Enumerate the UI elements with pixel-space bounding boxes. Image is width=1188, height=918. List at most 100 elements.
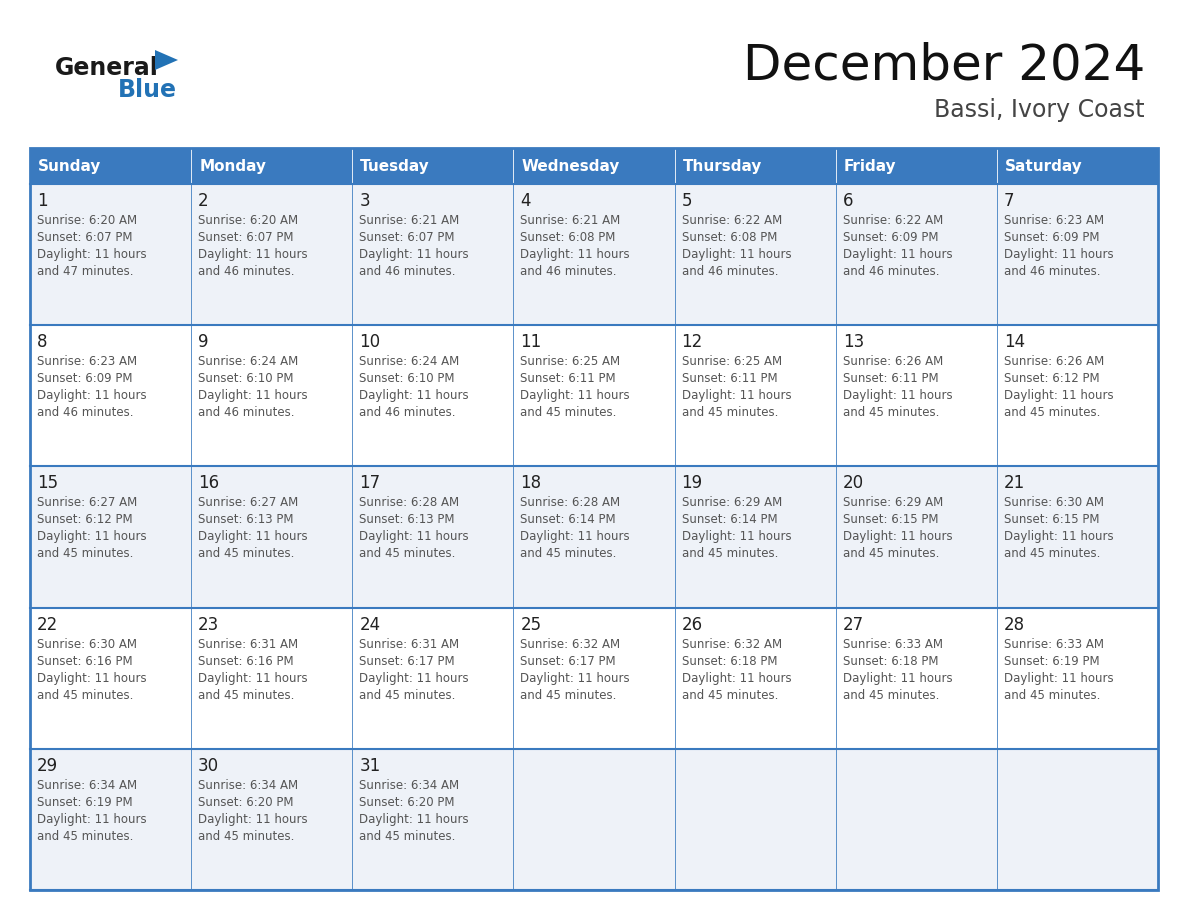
Text: Sunset: 6:20 PM: Sunset: 6:20 PM — [359, 796, 455, 809]
Text: Daylight: 11 hours: Daylight: 11 hours — [198, 389, 308, 402]
Text: 28: 28 — [1004, 616, 1025, 633]
Text: and 46 minutes.: and 46 minutes. — [198, 265, 295, 278]
Bar — [835, 749, 997, 890]
Bar — [191, 466, 353, 608]
Text: Sunset: 6:14 PM: Sunset: 6:14 PM — [682, 513, 777, 526]
Text: 16: 16 — [198, 475, 220, 492]
Text: Sunrise: 6:23 AM: Sunrise: 6:23 AM — [1004, 214, 1104, 227]
Text: Sunset: 6:17 PM: Sunset: 6:17 PM — [359, 655, 455, 667]
Text: Sunset: 6:16 PM: Sunset: 6:16 PM — [37, 655, 133, 667]
Text: Daylight: 11 hours: Daylight: 11 hours — [1004, 389, 1113, 402]
Text: Sunrise: 6:27 AM: Sunrise: 6:27 AM — [198, 497, 298, 509]
Text: Sunset: 6:11 PM: Sunset: 6:11 PM — [520, 372, 617, 386]
Text: Sunrise: 6:28 AM: Sunrise: 6:28 AM — [520, 497, 620, 509]
Text: Sunset: 6:15 PM: Sunset: 6:15 PM — [1004, 513, 1099, 526]
Text: Daylight: 11 hours: Daylight: 11 hours — [198, 672, 308, 685]
Text: Daylight: 11 hours: Daylight: 11 hours — [682, 389, 791, 402]
Text: Daylight: 11 hours: Daylight: 11 hours — [520, 672, 630, 685]
Text: Sunrise: 6:29 AM: Sunrise: 6:29 AM — [842, 497, 943, 509]
Bar — [191, 608, 353, 749]
Text: and 45 minutes.: and 45 minutes. — [198, 830, 295, 843]
Text: Daylight: 11 hours: Daylight: 11 hours — [359, 531, 469, 543]
Text: 18: 18 — [520, 475, 542, 492]
Text: Daylight: 11 hours: Daylight: 11 hours — [359, 812, 469, 826]
Text: Daylight: 11 hours: Daylight: 11 hours — [842, 248, 953, 261]
Bar — [353, 466, 513, 608]
Text: and 46 minutes.: and 46 minutes. — [842, 265, 940, 278]
Text: Sunrise: 6:27 AM: Sunrise: 6:27 AM — [37, 497, 138, 509]
Text: 21: 21 — [1004, 475, 1025, 492]
Bar — [675, 608, 835, 749]
Text: Daylight: 11 hours: Daylight: 11 hours — [359, 672, 469, 685]
Text: Saturday: Saturday — [1005, 159, 1082, 174]
Bar — [835, 148, 997, 184]
Text: 31: 31 — [359, 756, 380, 775]
Bar — [997, 184, 1158, 325]
Text: Daylight: 11 hours: Daylight: 11 hours — [37, 389, 146, 402]
Text: Sunrise: 6:31 AM: Sunrise: 6:31 AM — [198, 638, 298, 651]
Text: and 45 minutes.: and 45 minutes. — [37, 547, 133, 560]
Text: 1: 1 — [37, 192, 48, 210]
Text: Sunrise: 6:24 AM: Sunrise: 6:24 AM — [198, 355, 298, 368]
Text: 19: 19 — [682, 475, 702, 492]
Text: Daylight: 11 hours: Daylight: 11 hours — [37, 672, 146, 685]
Bar — [191, 148, 353, 184]
Text: Sunset: 6:13 PM: Sunset: 6:13 PM — [198, 513, 293, 526]
Text: Sunset: 6:08 PM: Sunset: 6:08 PM — [682, 231, 777, 244]
Bar — [353, 148, 513, 184]
Text: 30: 30 — [198, 756, 220, 775]
Bar — [513, 466, 675, 608]
Text: Sunset: 6:16 PM: Sunset: 6:16 PM — [198, 655, 293, 667]
Text: Sunrise: 6:34 AM: Sunrise: 6:34 AM — [37, 778, 137, 792]
Text: Sunset: 6:19 PM: Sunset: 6:19 PM — [37, 796, 133, 809]
Text: Sunrise: 6:22 AM: Sunrise: 6:22 AM — [842, 214, 943, 227]
Text: and 45 minutes.: and 45 minutes. — [1004, 688, 1100, 701]
Text: 27: 27 — [842, 616, 864, 633]
Text: Sunset: 6:17 PM: Sunset: 6:17 PM — [520, 655, 617, 667]
Text: and 45 minutes.: and 45 minutes. — [842, 547, 939, 560]
Text: Sunset: 6:15 PM: Sunset: 6:15 PM — [842, 513, 939, 526]
Text: and 45 minutes.: and 45 minutes. — [198, 688, 295, 701]
Text: Sunrise: 6:25 AM: Sunrise: 6:25 AM — [682, 355, 782, 368]
Text: and 45 minutes.: and 45 minutes. — [520, 688, 617, 701]
Text: 26: 26 — [682, 616, 702, 633]
Text: 9: 9 — [198, 333, 209, 352]
Bar — [513, 749, 675, 890]
Text: Sunrise: 6:23 AM: Sunrise: 6:23 AM — [37, 355, 137, 368]
Text: Sunrise: 6:26 AM: Sunrise: 6:26 AM — [1004, 355, 1104, 368]
Text: and 45 minutes.: and 45 minutes. — [37, 688, 133, 701]
Text: Sunset: 6:19 PM: Sunset: 6:19 PM — [1004, 655, 1099, 667]
Text: and 45 minutes.: and 45 minutes. — [198, 547, 295, 560]
Text: and 45 minutes.: and 45 minutes. — [682, 547, 778, 560]
Text: 2: 2 — [198, 192, 209, 210]
Text: Sunrise: 6:34 AM: Sunrise: 6:34 AM — [198, 778, 298, 792]
Text: 23: 23 — [198, 616, 220, 633]
Text: Sunrise: 6:26 AM: Sunrise: 6:26 AM — [842, 355, 943, 368]
Text: 5: 5 — [682, 192, 693, 210]
Text: Sunset: 6:07 PM: Sunset: 6:07 PM — [359, 231, 455, 244]
Text: and 45 minutes.: and 45 minutes. — [682, 688, 778, 701]
Text: 17: 17 — [359, 475, 380, 492]
Text: and 46 minutes.: and 46 minutes. — [198, 406, 295, 420]
Text: Sunset: 6:08 PM: Sunset: 6:08 PM — [520, 231, 615, 244]
Text: Daylight: 11 hours: Daylight: 11 hours — [842, 389, 953, 402]
Bar — [997, 325, 1158, 466]
Bar — [353, 325, 513, 466]
Text: 11: 11 — [520, 333, 542, 352]
Bar — [513, 608, 675, 749]
Text: December 2024: December 2024 — [742, 41, 1145, 89]
Text: Sunset: 6:10 PM: Sunset: 6:10 PM — [198, 372, 293, 386]
Text: Daylight: 11 hours: Daylight: 11 hours — [842, 531, 953, 543]
Text: 24: 24 — [359, 616, 380, 633]
Text: and 46 minutes.: and 46 minutes. — [359, 406, 456, 420]
Text: Daylight: 11 hours: Daylight: 11 hours — [1004, 531, 1113, 543]
Text: Sunrise: 6:33 AM: Sunrise: 6:33 AM — [1004, 638, 1104, 651]
Text: Daylight: 11 hours: Daylight: 11 hours — [682, 248, 791, 261]
Text: Sunset: 6:11 PM: Sunset: 6:11 PM — [682, 372, 777, 386]
Bar — [675, 325, 835, 466]
Text: Sunrise: 6:29 AM: Sunrise: 6:29 AM — [682, 497, 782, 509]
Text: and 47 minutes.: and 47 minutes. — [37, 265, 133, 278]
Text: Sunset: 6:13 PM: Sunset: 6:13 PM — [359, 513, 455, 526]
Text: 6: 6 — [842, 192, 853, 210]
Bar — [30, 148, 1158, 890]
